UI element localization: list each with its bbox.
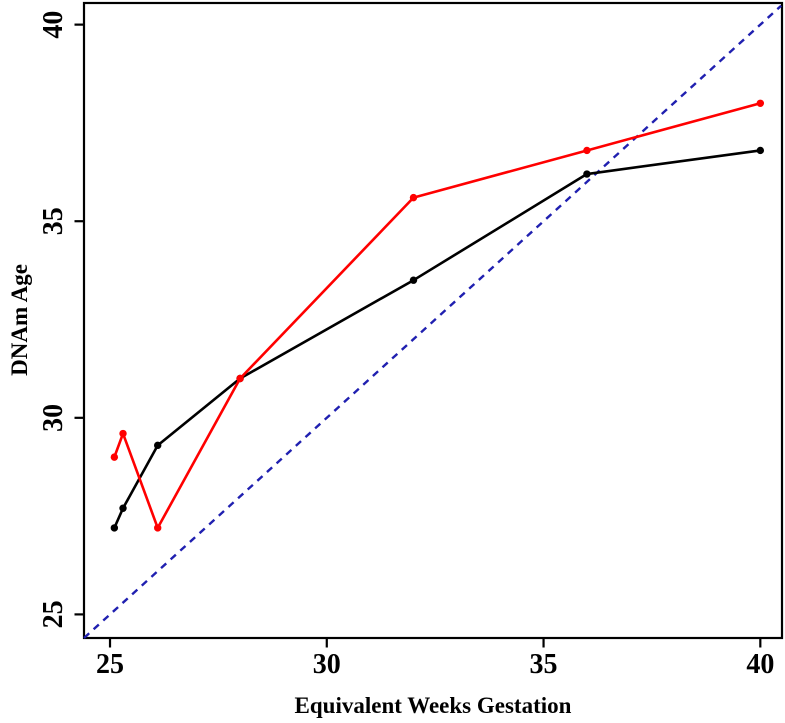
y-axis-title: DNAm Age bbox=[7, 264, 32, 376]
red-series-point bbox=[154, 524, 162, 532]
y-axis-tick-label: 30 bbox=[38, 404, 69, 432]
red-series-point bbox=[583, 146, 591, 155]
x-axis-tick-label: 40 bbox=[746, 649, 774, 680]
black-series-point bbox=[110, 524, 119, 532]
red-series-point bbox=[110, 453, 119, 461]
y-axis-tick-label: 40 bbox=[38, 11, 69, 39]
red-series-line bbox=[113, 102, 761, 530]
x-axis-tick-label: 35 bbox=[530, 649, 558, 680]
red-series-point bbox=[236, 374, 244, 383]
plot-box bbox=[82, 1, 784, 640]
black-series-point bbox=[119, 504, 127, 512]
y-axis-tick-label: 25 bbox=[38, 600, 69, 628]
plot-layer: 25 30 35 40 25 30 35 40 bbox=[38, 1, 784, 680]
red-series-point bbox=[409, 193, 418, 202]
black-series-point bbox=[583, 170, 591, 178]
black-series-point bbox=[409, 276, 418, 284]
x-axis-tick-label: 25 bbox=[96, 649, 124, 680]
identity-line bbox=[83, 4, 782, 639]
x-axis-title: Equivalent Weeks Gestation bbox=[295, 693, 572, 718]
black-series-line bbox=[113, 149, 761, 529]
y-axis-tick-label: 35 bbox=[38, 207, 69, 235]
red-series-point bbox=[119, 429, 127, 438]
x-axis-tick-label: 30 bbox=[313, 649, 341, 680]
black-series-point bbox=[154, 441, 162, 450]
black-series-point bbox=[756, 146, 765, 155]
red-series-point bbox=[756, 99, 765, 107]
